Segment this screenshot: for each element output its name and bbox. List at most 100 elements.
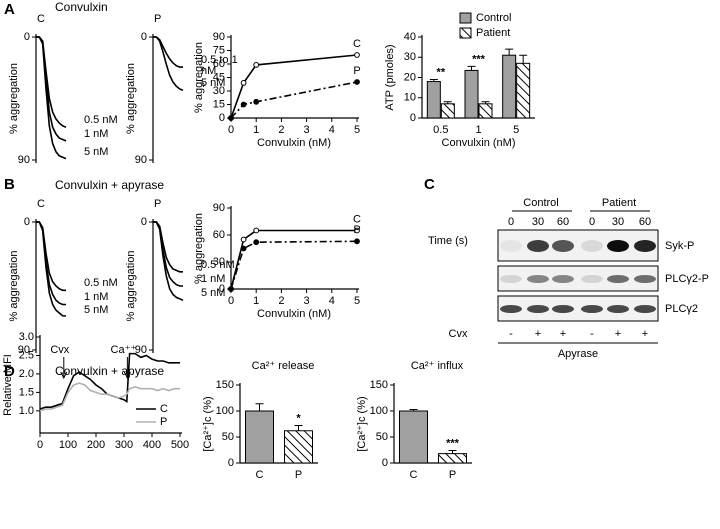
blot-band xyxy=(527,275,549,283)
y-tick-label: 0 xyxy=(219,283,225,295)
western-blot: Control Patient Time (s) Syk-P PLCγ2-P P… xyxy=(428,197,709,360)
treatment-sign: + xyxy=(615,328,621,340)
x-tick-label: 3 xyxy=(304,295,310,307)
treatment-sign: - xyxy=(590,328,594,340)
bar xyxy=(478,103,493,119)
y-tick-label: 30 xyxy=(404,51,416,63)
y-tick-label: 45 xyxy=(213,71,225,83)
y-tick-label: 100 xyxy=(370,405,388,417)
series-label-box: 1 nM xyxy=(201,274,225,285)
marker xyxy=(253,239,260,246)
time-label: 30 xyxy=(532,216,544,228)
y-tick-label: 50 xyxy=(376,431,388,443)
blot-band xyxy=(552,305,574,313)
marker xyxy=(240,101,247,108)
y-tick-label: 1.5 xyxy=(19,386,34,398)
bar xyxy=(284,430,313,464)
blot-strip xyxy=(497,265,659,292)
series-label: 0.5 to 1 nM xyxy=(201,55,238,78)
bar xyxy=(426,81,441,119)
y-tick-label: 0 xyxy=(141,216,147,228)
x-tick-label: 3 xyxy=(304,124,310,136)
marker xyxy=(240,80,247,86)
y-tick-label: 60 xyxy=(213,58,225,70)
series-label-box: 1 nM xyxy=(84,129,108,140)
x-tick-label: C xyxy=(256,469,264,481)
trace-line xyxy=(153,221,183,273)
panel-letter: A xyxy=(4,1,15,18)
error-bar xyxy=(448,450,457,454)
x-tick-label: 2 xyxy=(278,295,284,307)
marker xyxy=(240,236,247,243)
series-label: C xyxy=(353,38,361,50)
panel-letter: C xyxy=(424,176,435,193)
legend-label: C xyxy=(160,403,168,415)
blot-band xyxy=(607,240,629,252)
error-bar xyxy=(505,48,514,56)
legend-label: Patient xyxy=(476,27,510,39)
legend-label: Control xyxy=(476,12,511,24)
bar xyxy=(438,453,467,464)
panel-heading: Convulxin xyxy=(55,0,108,14)
y-tick-label: 0 xyxy=(410,112,416,124)
series-label: C xyxy=(353,213,361,225)
x-tick-label: 4 xyxy=(329,124,335,136)
annotation-arrowhead xyxy=(60,371,68,380)
x-tick-label: 400 xyxy=(143,439,161,451)
blot-row-label: Syk-P xyxy=(665,240,694,252)
time-label: Time (s) xyxy=(428,235,468,247)
chart-title: Ca²⁺ influx xyxy=(411,360,464,372)
y-tick-label: 0 xyxy=(219,112,225,124)
series-label-box: 0.5 to 1 nM xyxy=(201,55,238,78)
x-tick-label: 2 xyxy=(278,124,284,136)
series-line xyxy=(230,81,358,119)
trace-line xyxy=(36,221,66,317)
marker xyxy=(253,98,260,105)
error-bar xyxy=(519,54,528,64)
x-tick-label: P xyxy=(295,469,302,481)
series-line xyxy=(39,382,180,412)
x-tick-label: 200 xyxy=(87,439,105,451)
marker xyxy=(354,79,360,85)
series-label: 1 nM xyxy=(84,292,109,304)
x-tick-label: P xyxy=(449,469,456,481)
trace-label: P xyxy=(154,13,161,25)
x-tick-label: 100 xyxy=(59,439,77,451)
x-tick-label: 300 xyxy=(115,439,133,451)
annotation: Cvx xyxy=(50,344,69,356)
error-bar xyxy=(409,408,418,411)
x-tick-label: 1 xyxy=(253,124,259,136)
y-tick-label: 90 xyxy=(135,344,147,356)
trace-line xyxy=(153,36,184,92)
panel-letter: D xyxy=(4,363,15,380)
series-label-box: 0.5 nM xyxy=(201,260,235,271)
annotation: Ca⁺⁺ xyxy=(111,344,137,356)
x-axis-label: Convulxin (nM) xyxy=(257,137,331,149)
y-tick-label: 30 xyxy=(213,85,225,97)
x-tick-label: 4 xyxy=(329,295,335,307)
y-axis-label: ATP (pmoles) xyxy=(384,44,396,110)
y-tick-label: 60 xyxy=(213,229,225,241)
legend-swatch xyxy=(459,27,472,39)
treatment-label: Cvx xyxy=(449,328,468,340)
series-line xyxy=(39,352,180,410)
y-tick-label: 90 xyxy=(135,154,147,166)
series-label: P xyxy=(353,224,360,236)
blot-row-label: PLCγ2-P xyxy=(665,273,709,285)
x-tick-label: 500 xyxy=(171,439,189,451)
y-axis-label: % aggregation xyxy=(125,251,137,322)
trace-label: C xyxy=(37,13,45,25)
bar xyxy=(516,62,531,119)
blot-row-label: PLCγ2 xyxy=(665,303,698,315)
y-tick-label: 90 xyxy=(213,202,225,214)
error-bar xyxy=(443,101,452,104)
series-label: 0.5 nM xyxy=(84,278,118,290)
y-tick-label: 0 xyxy=(382,457,388,469)
series-line xyxy=(230,54,358,119)
y-tick-label: 30 xyxy=(213,256,225,268)
marker xyxy=(228,286,234,292)
blot-footer: Apyrase xyxy=(558,348,598,360)
blot-band xyxy=(581,240,603,252)
time-label: 0 xyxy=(508,216,514,228)
blot-band xyxy=(634,275,656,283)
